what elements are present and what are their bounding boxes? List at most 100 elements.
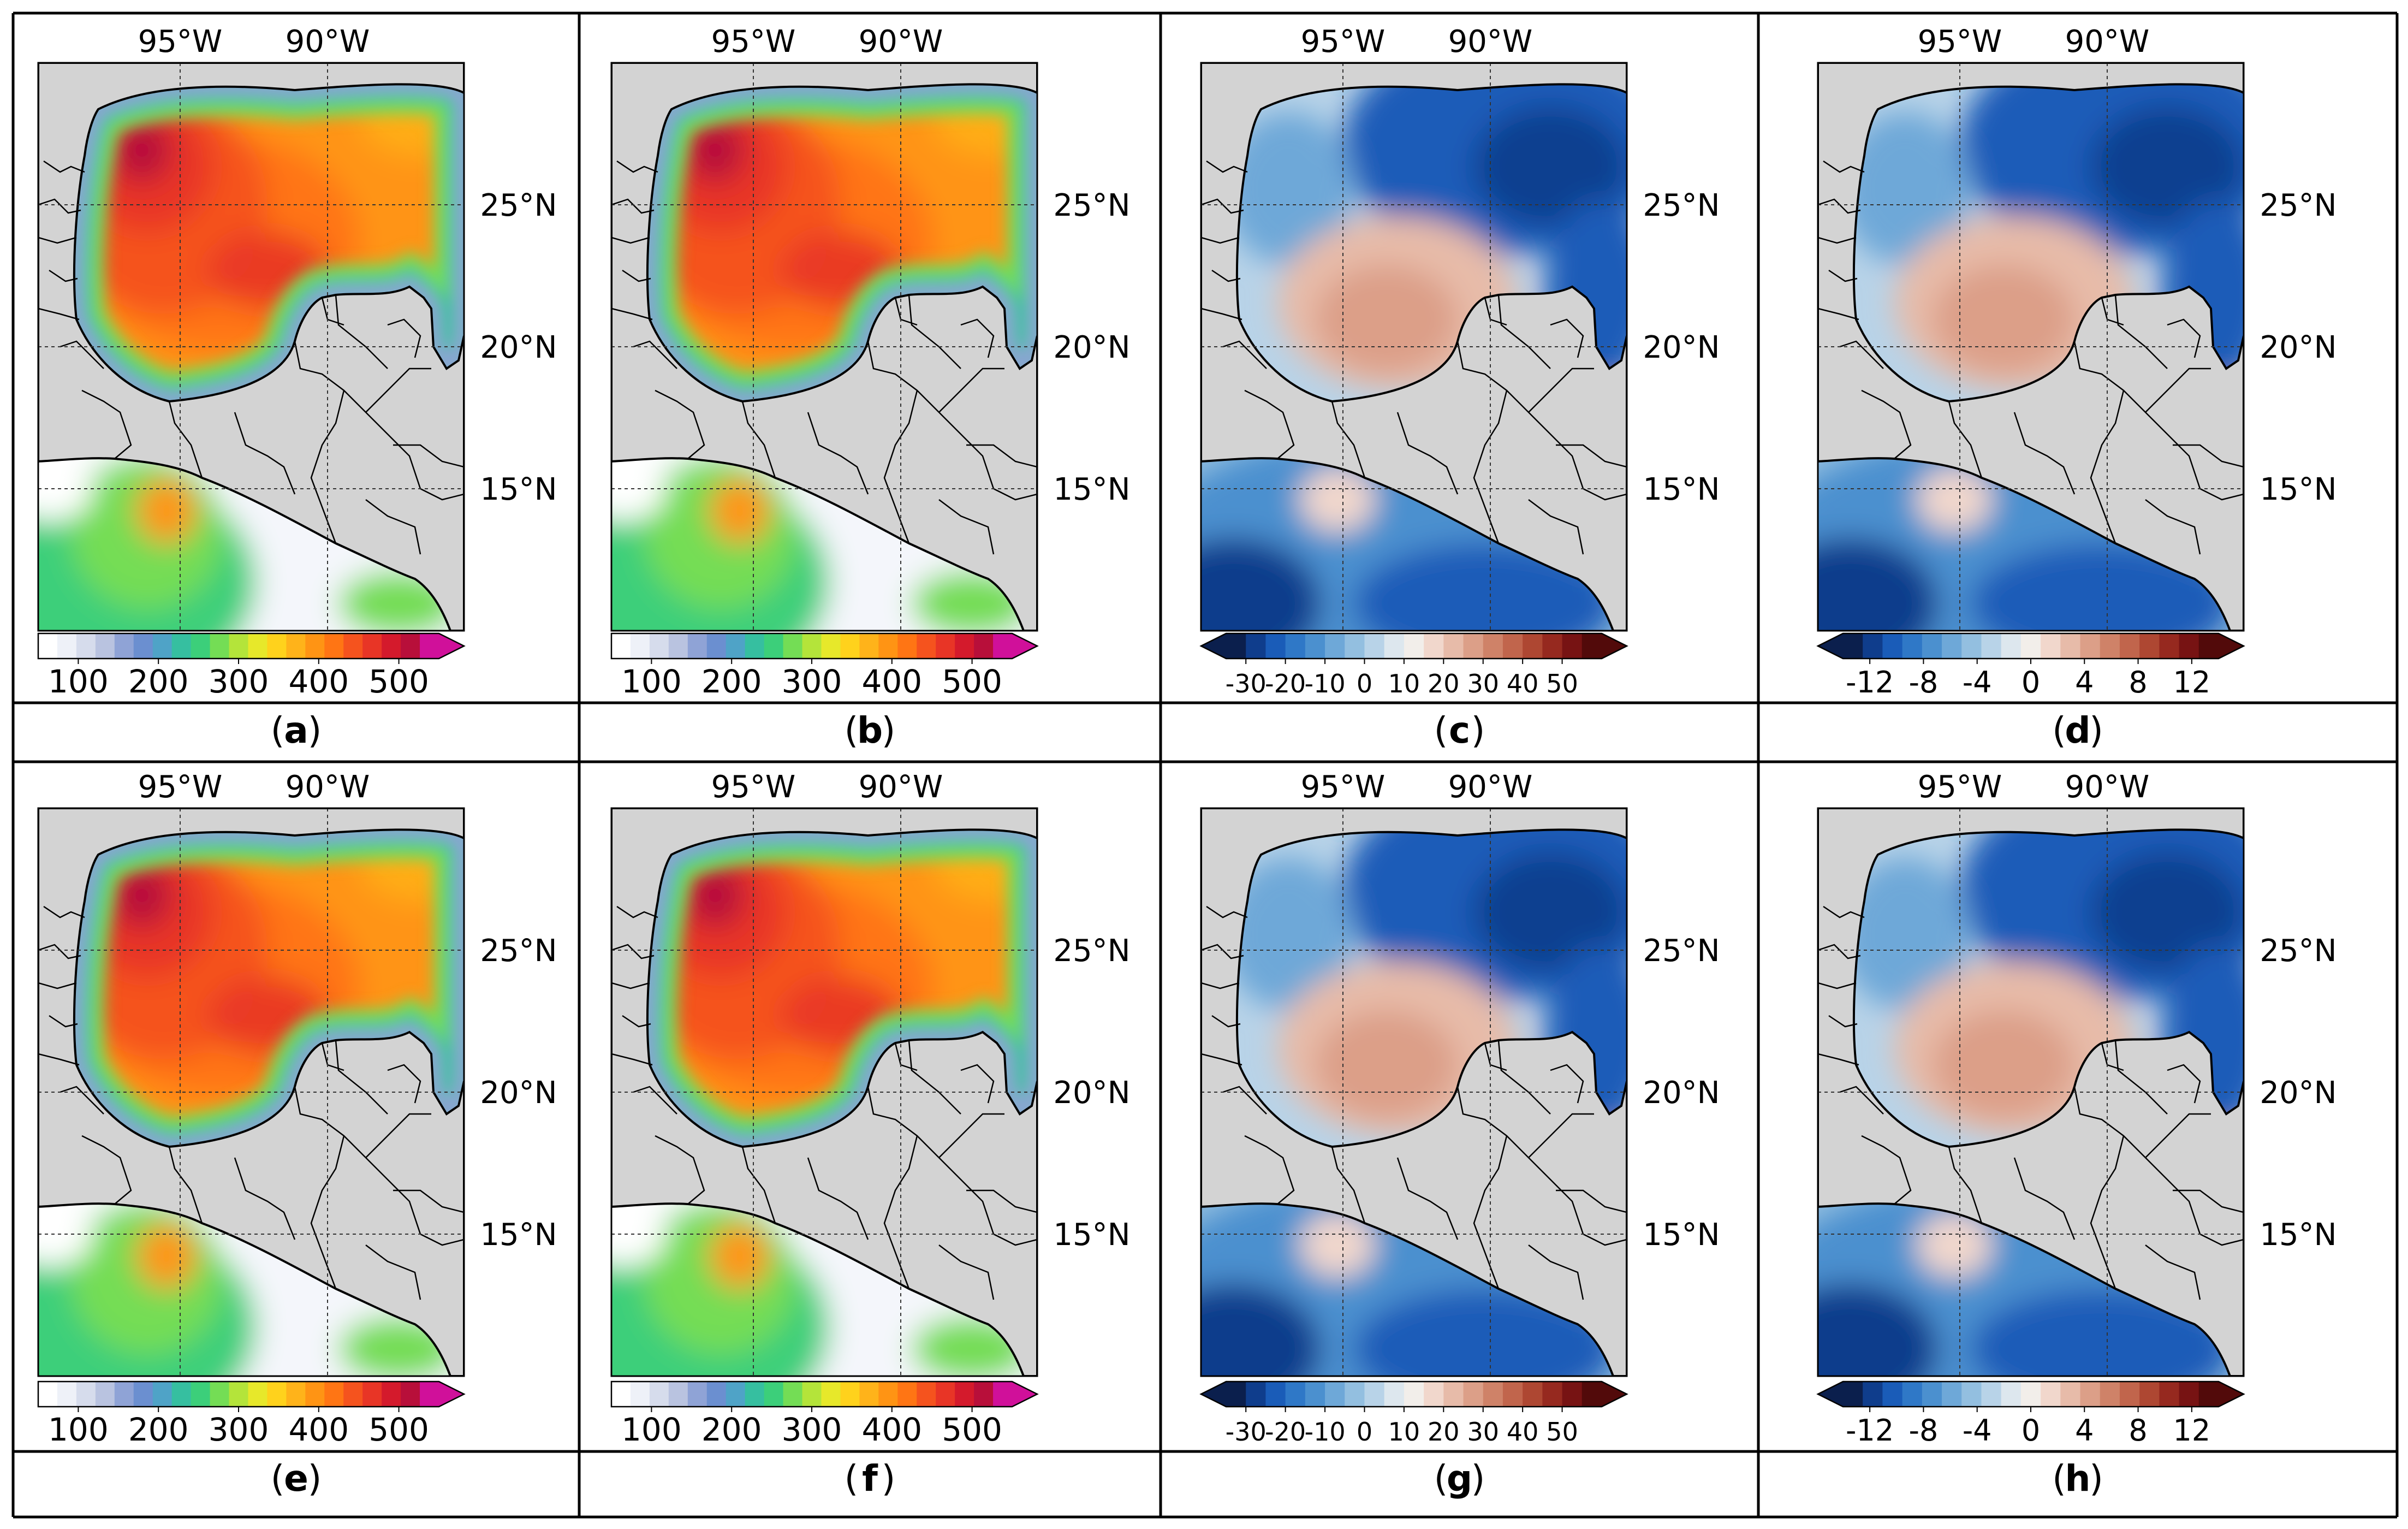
country-border — [1818, 944, 1861, 959]
colorbar-extend — [1818, 1382, 1843, 1407]
colorbar-swatch — [1345, 633, 1365, 659]
colorbar-swatch — [382, 1382, 401, 1407]
country-border — [1244, 1135, 1295, 1205]
lon-label: 90°W — [2065, 24, 2150, 60]
country-border — [655, 1135, 705, 1205]
lat-label: 25°N — [2260, 188, 2336, 223]
colorbar-swatch — [668, 633, 688, 659]
colorbar-swatch — [267, 633, 287, 659]
colorbar-swatch — [630, 633, 650, 659]
colorbar-swatch — [2119, 633, 2140, 659]
colorbar-tick-label: -10 — [1304, 669, 1345, 698]
colorbar-swatch — [1285, 1382, 1306, 1407]
country-border — [611, 944, 655, 959]
colorbar-tick-label: 30 — [1467, 669, 1499, 698]
colorbar-swatch — [706, 633, 727, 659]
colorbar-tick-label: 100 — [48, 1411, 109, 1448]
colorbar-swatch — [114, 633, 134, 659]
country-border — [38, 944, 81, 959]
country-border — [1528, 499, 1584, 555]
colorbar-swatch — [668, 1382, 688, 1407]
country-border — [2073, 341, 2201, 489]
colorbar-swatch — [1424, 1382, 1444, 1407]
country-border — [393, 444, 464, 468]
colorbar-tick-label: 50 — [1546, 669, 1578, 698]
country-border — [2090, 1135, 2125, 1289]
colorbar-tick-label: 4 — [2075, 665, 2094, 700]
map: 95°W 90°W 25°N 20°N 15°N — [1200, 769, 1720, 1377]
country-border — [807, 1157, 869, 1240]
panel-label: (c) — [1434, 709, 1485, 751]
country-border — [1948, 1146, 1983, 1224]
country-border — [1456, 1086, 1584, 1235]
panel-label-close: ) — [308, 709, 322, 751]
panel-label: (f) — [845, 1457, 896, 1500]
panel-f: 95°W 90°W 25°N 20°N 15°N 100 200 300 400 500 (f) — [610, 769, 1131, 1500]
colorbar-tick-label: 200 — [128, 663, 189, 700]
lon-label: 90°W — [1448, 769, 1533, 805]
colorbar-swatch — [1902, 633, 1923, 659]
country-border — [1828, 1015, 1858, 1028]
country-border — [2145, 368, 2211, 413]
colorbar-tick-label: 40 — [1507, 1417, 1539, 1447]
country-border — [49, 269, 78, 282]
colorbar-swatch — [840, 633, 860, 659]
colorbar-swatch — [1542, 633, 1563, 659]
country-border — [611, 1053, 653, 1066]
country-border — [1556, 1189, 1627, 1213]
colorbar-swatch — [1942, 633, 1962, 659]
colorbar-swatch — [1562, 633, 1583, 659]
panel-label-letter: c — [1449, 709, 1470, 751]
colorbar-swatch — [974, 633, 994, 659]
panel-label-close: ) — [2089, 709, 2103, 751]
colorbar-swatch — [420, 1382, 464, 1407]
panel-h: 95°W 90°W 25°N 20°N 15°N -12 -8 -4 0 4 8 12 (h) — [1816, 769, 2337, 1500]
colorbar-swatch — [191, 633, 211, 659]
colorbar-tick-label: -20 — [1265, 669, 1306, 698]
country-border — [365, 499, 421, 555]
panel-label-close: ) — [1471, 709, 1485, 751]
panel-g: 95°W 90°W 25°N 20°N 15°N -30-20-10 0 10 20 30 40 50… — [1199, 769, 1720, 1500]
colorbar-swatch — [1961, 1382, 1982, 1407]
country-border — [1550, 1064, 1584, 1104]
colorbar-swatch — [745, 633, 765, 659]
map-frame — [37, 62, 465, 632]
colorbar-outline — [1199, 632, 1628, 660]
country-border — [938, 368, 1004, 413]
colorbar-swatch — [1562, 1382, 1583, 1407]
colorbar-extend — [1602, 633, 1627, 659]
lat-label: 25°N — [2260, 933, 2336, 969]
lat-label: 20°N — [1053, 1075, 1130, 1111]
country-border — [2173, 444, 2244, 468]
colorbar-swatch — [1364, 633, 1385, 659]
country-border — [2145, 1113, 2211, 1158]
map-frame — [1817, 62, 2245, 632]
colorbar-swatch — [1424, 633, 1444, 659]
country-border — [38, 982, 77, 989]
colorbar-swatch — [2001, 1382, 2021, 1407]
colorbar-tick-label: 200 — [701, 1411, 762, 1448]
colorbar-swatch — [993, 1382, 1037, 1407]
colorbar-extend — [1818, 633, 1843, 659]
colorbar-swatch — [2198, 1382, 2219, 1407]
colorbar-swatch — [286, 633, 306, 659]
country-border — [2114, 1040, 2168, 1115]
colorbar-swatch — [362, 633, 382, 659]
colorbar-swatch — [897, 633, 917, 659]
colorbar-swatch — [1246, 633, 1266, 659]
country-border — [2167, 318, 2201, 358]
colorbar-tick-label: -12 — [1846, 665, 1894, 700]
colorbar-tick-label: 30 — [1467, 1417, 1499, 1447]
colorbar-swatch — [1843, 1382, 1863, 1407]
colorbar-swatch — [95, 1382, 115, 1407]
colorbar-swatch — [1863, 633, 1883, 659]
country-border — [741, 401, 776, 478]
colorbar-tick-label: 0 — [1357, 1417, 1372, 1447]
map: 95°W 90°W 25°N 20°N 15°N — [610, 24, 1131, 632]
colorbar-swatch — [764, 633, 784, 659]
country-border — [294, 1086, 421, 1235]
colorbar-swatch — [783, 633, 803, 659]
colorbar-swatch — [305, 633, 325, 659]
lon-label: 95°W — [1918, 769, 2002, 805]
country-border — [867, 1086, 995, 1235]
